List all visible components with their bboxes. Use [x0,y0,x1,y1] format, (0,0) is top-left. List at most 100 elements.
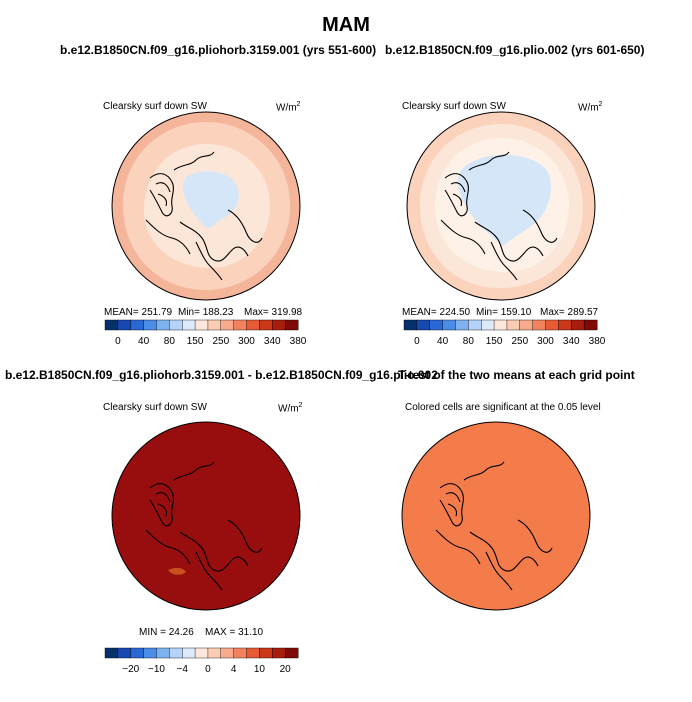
colorbar-2-swatch [480,319,495,331]
map2-center [458,154,551,246]
colorbar-2-tick-label: 300 [537,336,554,347]
map1-coastlines [145,151,263,281]
panel-3-max: MAX = 31.10 [205,627,264,638]
colorbar-3-swatch [169,647,183,659]
map3-anomaly-patch [168,567,186,575]
panel-3-colorbar: −20 −10 −4 0 4 10 20 [104,647,299,675]
colorbar-3-swatch [233,647,247,659]
colorbar-2-swatch [571,319,585,331]
colorbar-2-swatch [468,319,482,331]
panel-4-subtitle: Colored cells are significant at the 0.0… [405,402,601,413]
colorbar-2-tick-label: 340 [563,336,580,347]
colorbar-3-swatch [207,647,222,659]
colorbar-2-swatch [545,319,559,331]
colorbar-2-swatch [532,319,546,331]
colorbar-3-tick-label: 0 [205,664,211,675]
colorbar-3-swatch [259,647,273,659]
panel-2-polar-map [406,111,596,301]
colorbar-3-swatch [104,647,119,659]
colorbar-1-swatch [181,319,196,331]
colorbar-1-tick-label: 340 [264,336,281,347]
colorbar-3-swatch [130,647,144,659]
colorbar-2-tick-label: 150 [486,336,503,347]
colorbar-1-tick-label: 250 [212,336,229,347]
colorbar-1-swatch [220,319,235,331]
colorbar-2-swatch [429,319,443,331]
panel-2-max: Max= 289.57 [540,307,599,318]
figure-title: MAM [322,14,370,36]
colorbar-2-swatch [455,319,469,331]
colorbar-1-swatch [284,319,299,331]
map3-coastlines [145,461,263,591]
panel-1-max: Max= 319.98 [244,307,303,318]
colorbar-2-swatch [519,319,534,331]
panel-3-title: b.e12.B1850CN.f09_g16.pliohorb.3159.001 … [5,368,438,382]
panel-1-units: W/m2 [276,101,301,114]
colorbar-3-swatch [143,647,157,659]
colorbar-2-swatch [558,319,572,331]
colorbar-3-swatch [284,647,299,659]
panel-2-colorbar: 0 40 80 150 250 300 340 380 [403,319,606,347]
colorbar-2-swatch [493,319,508,331]
map4-fill [402,422,590,610]
colorbar-1-swatch [156,319,170,331]
colorbar-3-tick-label: 20 [280,664,292,675]
panel-1-title: b.e12.B1850CN.f09_g16.pliohorb.3159.001 … [60,43,377,57]
colorbar-3-tick-label: −4 [176,664,188,675]
colorbar-1-swatch [259,319,273,331]
colorbar-3-swatch [220,647,235,659]
colorbar-3-swatch [246,647,260,659]
panel-1-mean: MEAN= 251.79 [104,307,173,318]
colorbar-1-swatch [104,319,119,331]
colorbar-1-swatch [130,319,144,331]
panel-2-mean: MEAN= 224.50 [402,307,471,318]
colorbar-2-tick-label: 0 [414,336,420,347]
panel-1-polar-map [111,111,301,301]
colorbar-2-tick-label: 40 [437,336,449,347]
panel-3-units: W/m2 [278,402,303,415]
panel-4-title: T-test of the two means at each grid poi… [398,368,635,382]
colorbar-1-tick-label: 380 [290,336,307,347]
colorbar-3-tick-label: 10 [254,664,266,675]
panel-3-polar-map [111,421,301,611]
colorbar-2-swatch [442,319,456,331]
colorbar-3-tick-label: −20 [122,664,139,675]
colorbar-1-swatch [246,319,260,331]
colorbar-3-tick-label: −10 [148,664,165,675]
colorbar-1-swatch [272,319,286,331]
panel-1-min: Min= 188.23 [178,307,234,318]
colorbar-1-tick-label: 80 [164,336,176,347]
panel-1-variable: Clearsky surf down SW [103,101,207,112]
colorbar-3-swatch [272,647,286,659]
map1-center [182,171,239,229]
colorbar-2-tick-label: 80 [463,336,475,347]
colorbar-3-tick-label: 4 [231,664,237,675]
panel-1-colorbar: 0 40 80 150 250 300 340 380 [104,319,307,347]
map3-fill [112,422,300,610]
colorbar-1-tick-label: 150 [187,336,204,347]
colorbar-2-swatch [403,319,418,331]
colorbar-2-swatch [583,319,598,331]
map2-coastlines [440,151,558,281]
colorbar-2-tick-label: 250 [511,336,528,347]
colorbar-1-swatch [194,319,209,331]
panel-2-min: Min= 159.10 [476,307,532,318]
colorbar-2-tick-label: 380 [589,336,606,347]
colorbar-1-tick-label: 40 [138,336,150,347]
colorbar-1-swatch [117,319,132,331]
panel-2-title: b.e12.B1850CN.f09_g16.plio.002 (yrs 601-… [385,43,645,57]
colorbar-2-swatch [506,319,521,331]
panel-3-min: MIN = 24.26 [139,627,194,638]
panel-3-variable: Clearsky surf down SW [103,402,207,413]
colorbar-1-swatch [233,319,247,331]
panel-4-polar-map [401,421,591,611]
colorbar-3-swatch [194,647,209,659]
colorbar-1-swatch [169,319,183,331]
colorbar-1-swatch [143,319,157,331]
colorbar-1-tick-label: 0 [115,336,121,347]
colorbar-1-swatch [207,319,222,331]
map4-coastlines [435,461,553,591]
colorbar-1-tick-label: 300 [238,336,255,347]
colorbar-3-swatch [156,647,170,659]
panel-2-units: W/m2 [578,101,603,114]
